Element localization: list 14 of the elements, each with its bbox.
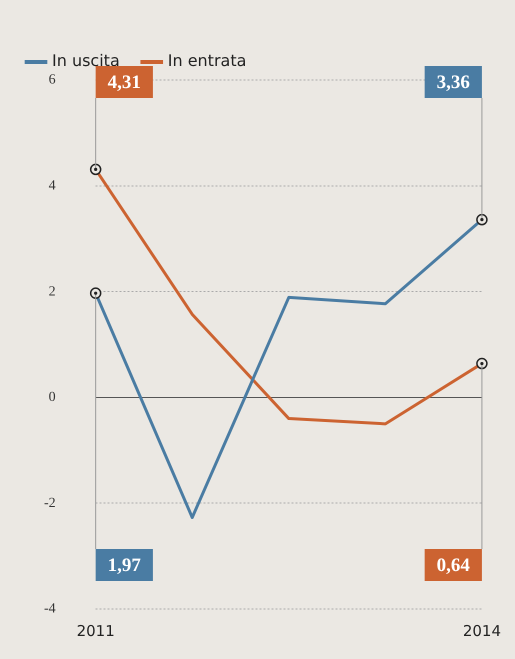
legend-label: In uscita bbox=[52, 51, 120, 70]
data-label: 3,36 bbox=[436, 72, 470, 93]
y-tick-label: -2 bbox=[44, 496, 56, 511]
y-tick-label: 6 bbox=[48, 72, 56, 88]
data-label: 4,31 bbox=[108, 72, 141, 93]
y-tick-label: 4 bbox=[48, 178, 56, 194]
x-tick-label: 2014 bbox=[462, 622, 502, 640]
legend-label: In entrata bbox=[168, 51, 246, 70]
y-tick-label: 0 bbox=[48, 390, 56, 406]
y-tick-label: -4 bbox=[44, 602, 56, 617]
x-tick-label: 2011 bbox=[76, 622, 115, 640]
data-label: 0,64 bbox=[436, 554, 470, 576]
data-label: 1,97 bbox=[108, 554, 142, 576]
y-tick-label: 2 bbox=[48, 284, 56, 300]
